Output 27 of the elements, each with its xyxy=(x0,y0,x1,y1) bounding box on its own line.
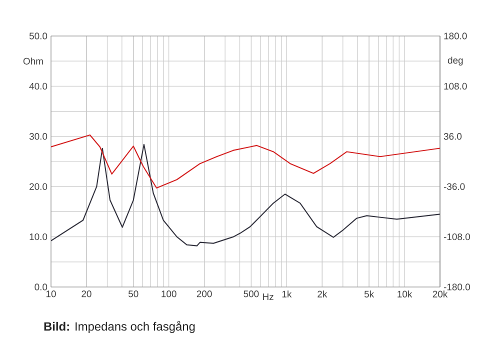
y2-tick-label: -36.0 xyxy=(444,183,465,190)
y-tick-label: 50.0 xyxy=(29,32,48,40)
x-tick-label: 20 xyxy=(82,290,92,298)
x-tick-label: 50 xyxy=(128,290,138,298)
y2-tick-label: -108.0 xyxy=(444,233,470,240)
y2-axis-title: deg xyxy=(448,56,463,66)
x-tick-label: 500 xyxy=(244,290,259,298)
x-tick-label: 1k xyxy=(282,290,292,298)
x-tick-label: 10k xyxy=(398,290,412,298)
y-tick-label: 20.0 xyxy=(30,183,48,190)
y-tick-label: 40.0 xyxy=(29,82,48,90)
y2-tick-label: -180.0 xyxy=(444,284,470,290)
y2-tick-label: 180.0 xyxy=(444,32,467,40)
y-tick-label: 0.0 xyxy=(34,284,48,290)
x-tick-label: 20k xyxy=(432,290,448,298)
x-axis-title: Hz xyxy=(263,294,274,300)
y-tick-label: 10.0 xyxy=(30,233,48,240)
y-tick-label: 30.0 xyxy=(29,133,48,140)
x-tick-label: 10 xyxy=(46,290,56,298)
y-axis-title: Ohm xyxy=(23,58,43,65)
y2-tick-label: 36.0 xyxy=(444,133,462,140)
x-tick-label: 200 xyxy=(196,290,212,298)
x-tick-label: 2k xyxy=(318,290,328,298)
x-tick-label: 100 xyxy=(162,290,176,298)
x-tick-label: 5k xyxy=(364,290,374,298)
y2-tick-label: 108.0 xyxy=(444,82,467,90)
text: Bild: Impedans och fasgång xyxy=(44,320,195,334)
